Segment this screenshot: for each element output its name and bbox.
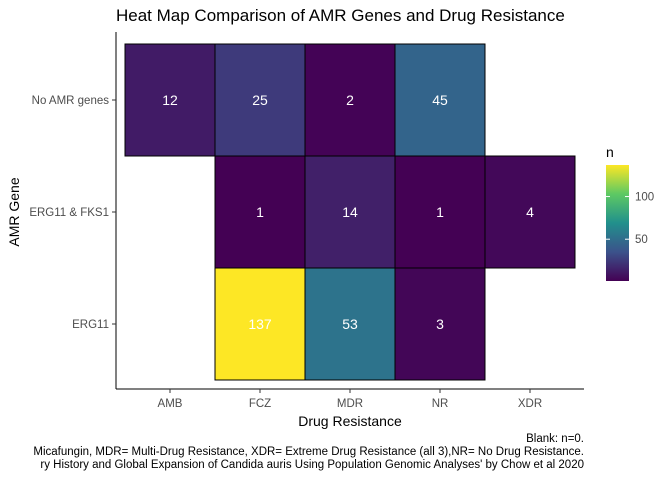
x-tick-fcz: FCZ	[249, 398, 271, 410]
cell-no-amr-genes-amb-label: 12	[162, 92, 178, 108]
x-tick-mdr: MDR	[337, 398, 363, 410]
cell-erg11-mdr-label: 53	[342, 316, 358, 332]
cell-erg11-and-fks1-fcz	[214, 155, 306, 269]
y-tick-erg11: ERG11	[72, 319, 109, 331]
chart-title: Heat Map Comparison of AMR Genes and Dru…	[116, 6, 565, 25]
cell-erg11-fcz	[214, 267, 306, 381]
x-tick-group: AMB FCZ MDR NR XDR	[158, 389, 542, 410]
cell-no-amr-genes-mdr	[304, 43, 396, 157]
caption-abbreviations: Micafungin, MDR= Multi-Drug Resistance, …	[33, 446, 584, 458]
cell-erg11-nr	[394, 267, 486, 381]
x-tick-amb: AMB	[158, 398, 183, 410]
cell-erg11-and-fks1-mdr	[304, 155, 396, 269]
y-axis-label: AMR Gene	[6, 177, 22, 246]
legend-tick-label-100: 100	[635, 192, 654, 204]
caption-source: ry History and Global Expansion of Candi…	[40, 459, 584, 471]
cell-erg11-mdr	[304, 267, 396, 381]
cell-erg11-and-fks1-xdr	[484, 155, 576, 269]
legend-ticks: 50 100	[606, 192, 654, 246]
y-tick-erg11-and-fks1: ERG11 & FKS1	[29, 207, 109, 219]
legend-title: n	[606, 144, 614, 160]
cell-no-amr-genes-mdr-label: 2	[346, 92, 354, 108]
y-tick-group: No AMR genes ERG11 & FKS1 ERG11	[29, 95, 116, 331]
cell-erg11-nr-label: 3	[436, 316, 444, 332]
cell-erg11-and-fks1-nr-label: 1	[436, 204, 444, 220]
cell-no-amr-genes-nr-label: 45	[432, 92, 448, 108]
caption-blank-note: Blank: n=0.	[526, 433, 584, 445]
cell-erg11-and-fks1-xdr-label: 4	[526, 204, 534, 220]
cell-no-amr-genes-fcz	[214, 43, 306, 157]
cell-no-amr-genes-amb	[124, 43, 216, 157]
x-tick-nr: NR	[432, 398, 449, 410]
cell-erg11-and-fks1-fcz-label: 1	[256, 204, 264, 220]
legend-tick-label-50: 50	[635, 234, 648, 246]
cell-erg11-and-fks1-mdr-label: 14	[342, 204, 358, 220]
legend-colorbar	[606, 165, 629, 281]
x-axis-label: Drug Resistance	[298, 413, 402, 429]
cell-no-amr-genes-fcz-label: 25	[252, 92, 268, 108]
cell-no-amr-genes-nr	[394, 43, 486, 157]
y-tick-no-amr-genes: No AMR genes	[32, 95, 110, 107]
x-tick-xdr: XDR	[518, 398, 542, 410]
color-legend: n 50 100	[606, 144, 654, 281]
cell-erg11-fcz-label: 137	[248, 316, 272, 332]
